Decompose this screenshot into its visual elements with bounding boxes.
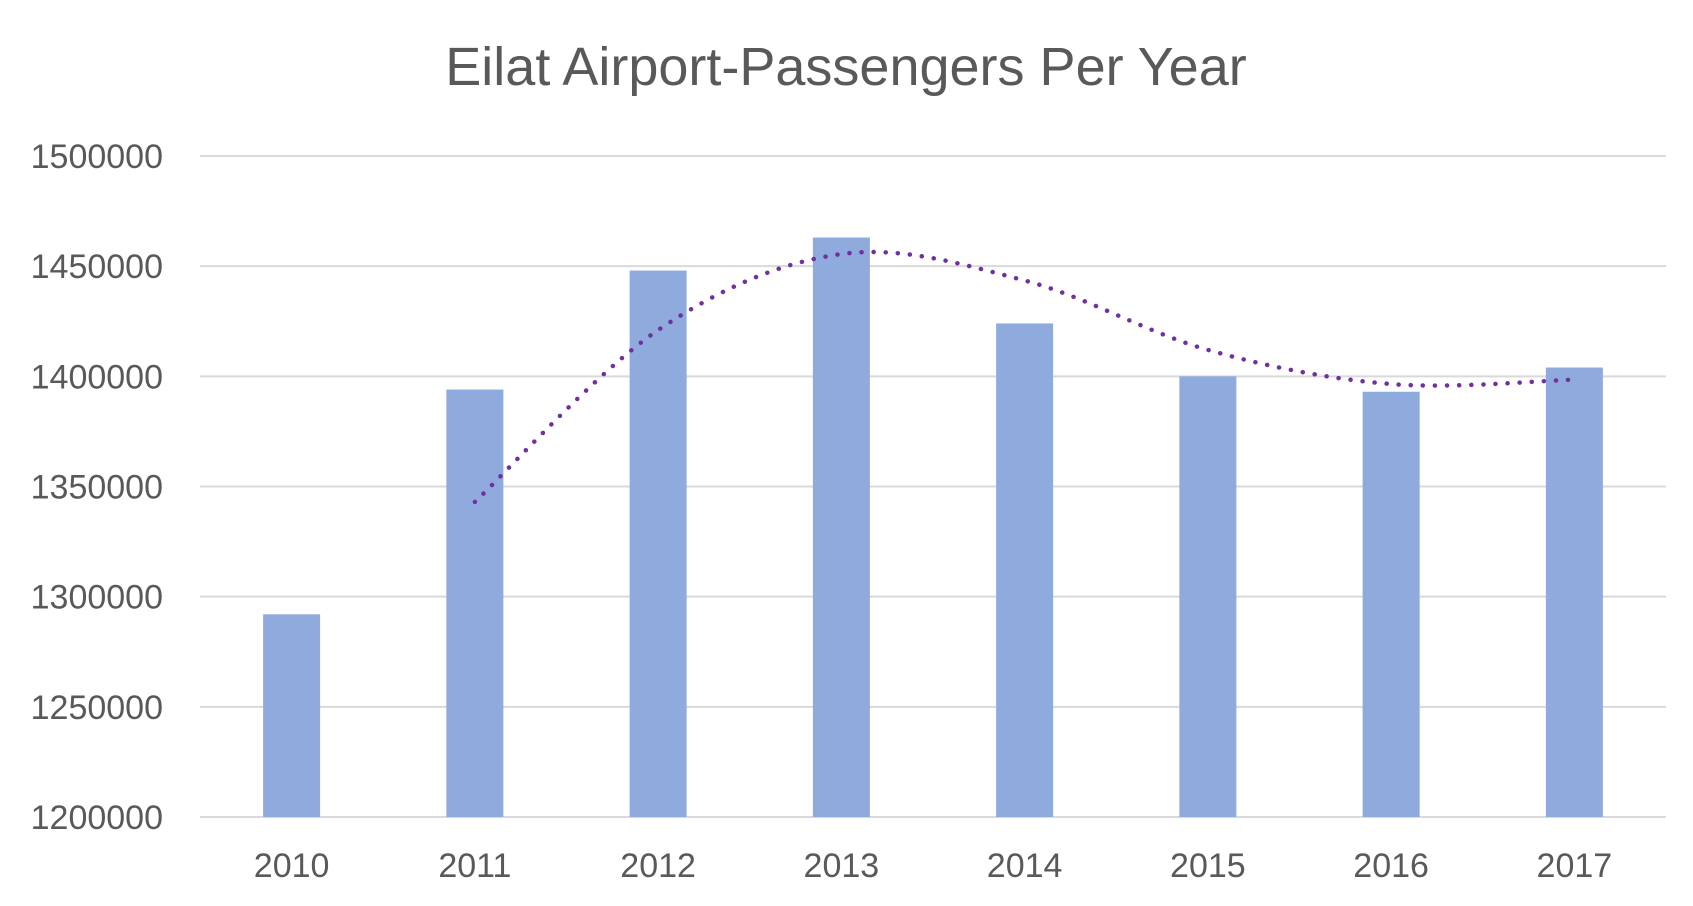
y-tick-label: 1400000 [31, 358, 163, 396]
x-tick-label: 2010 [254, 847, 330, 885]
bar-2011 [446, 389, 504, 817]
x-axis-tick-labels: 2010 2011 2012 2013 2014 2015 2016 2017 [254, 847, 1612, 885]
bar-2016 [1362, 391, 1420, 817]
y-axis-tick-labels: 1200000 1250000 1300000 1350000 1400000 14500… [31, 138, 163, 837]
x-tick-label: 2013 [804, 847, 880, 885]
x-tick-label: 2015 [1170, 847, 1246, 885]
chart-title: Eilat Airport-Passengers Per Year [445, 37, 1246, 97]
x-tick-label: 2014 [987, 847, 1063, 885]
bar-2017 [1545, 367, 1603, 817]
y-tick-label: 1200000 [31, 799, 163, 837]
y-tick-label: 1250000 [31, 689, 163, 727]
bar-2012 [629, 270, 687, 817]
y-tick-label: 1300000 [31, 579, 163, 617]
y-tick-label: 1350000 [31, 469, 163, 507]
x-tick-label: 2012 [620, 847, 696, 885]
x-tick-label: 2011 [438, 847, 511, 885]
y-tick-label: 1450000 [31, 248, 163, 286]
x-tick-label: 2016 [1353, 847, 1429, 885]
bar-2010 [263, 614, 321, 817]
x-tick-label: 2017 [1537, 847, 1613, 885]
gridlines [200, 155, 1666, 818]
bar-2013 [812, 237, 870, 818]
bar-2015 [1179, 376, 1237, 817]
y-tick-label: 1500000 [31, 138, 163, 176]
bar-2014 [996, 323, 1054, 817]
bar-series [263, 237, 1603, 818]
